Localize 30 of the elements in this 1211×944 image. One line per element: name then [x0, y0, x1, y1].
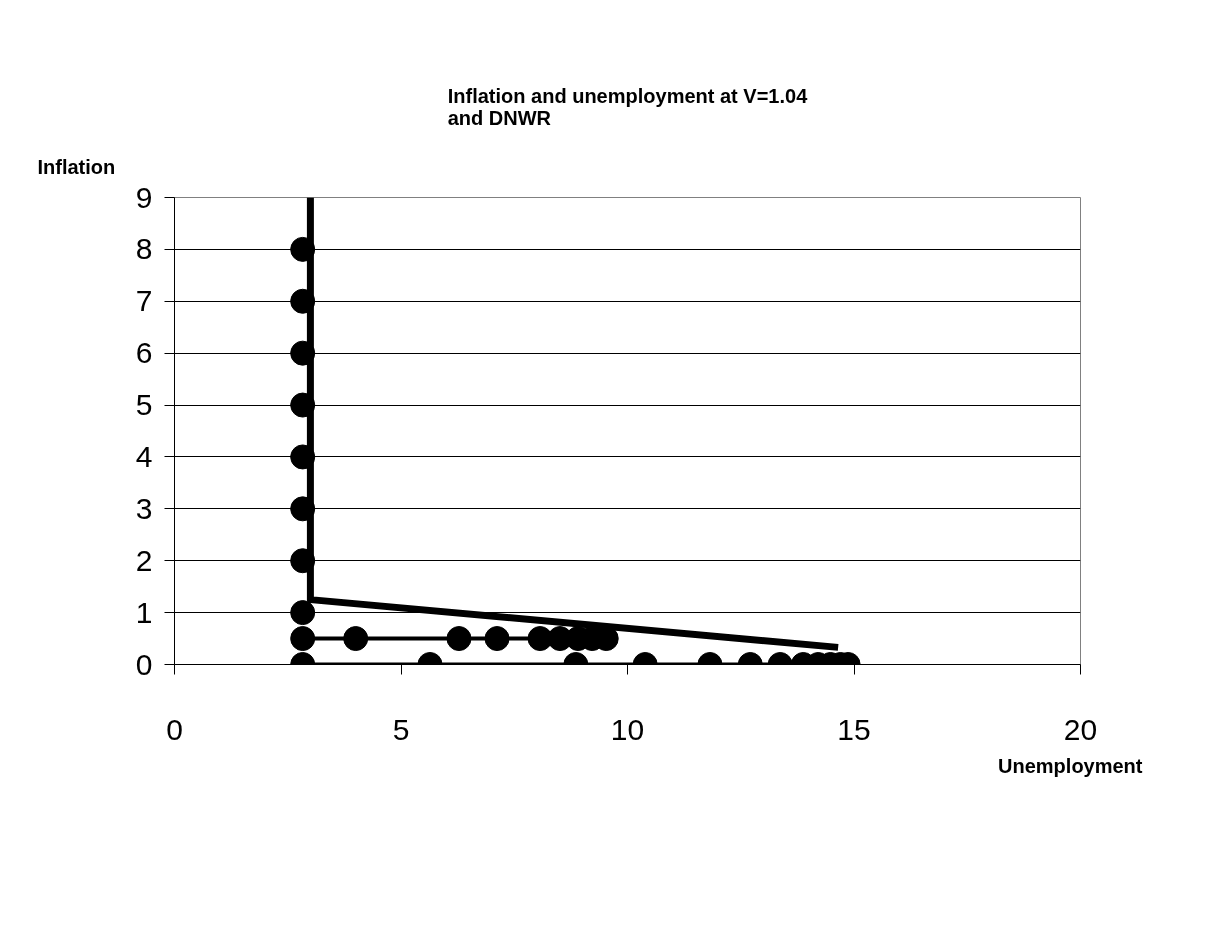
y-axis-title: Inflation — [37, 155, 116, 178]
y-tick-label: 9 — [135, 180, 153, 214]
x-axis-title: Unemployment — [998, 754, 1143, 777]
y-tick-label: 6 — [135, 336, 153, 370]
x-tick-label: 5 — [392, 712, 410, 746]
y-tick-label: 0 — [135, 647, 153, 681]
x-tick-label: 0 — [166, 712, 183, 746]
y-tick-label: 8 — [135, 232, 153, 266]
y-tick-label: 7 — [135, 284, 153, 318]
y-tick-label: 5 — [135, 388, 153, 422]
y-tick-label: 4 — [135, 439, 153, 473]
point — [290, 600, 316, 626]
point — [446, 626, 472, 652]
chart-title: Inflation and unemployment at V=1.04 and DNWR — [447, 84, 809, 129]
point — [290, 626, 316, 652]
point — [290, 288, 316, 314]
point — [484, 626, 510, 652]
point — [290, 444, 316, 470]
y-tick-label: 2 — [135, 543, 153, 577]
point — [290, 496, 316, 522]
point — [290, 548, 316, 574]
x-tick-label: 15 — [837, 712, 871, 746]
x-tick-label: 20 — [1063, 712, 1098, 746]
point — [290, 236, 316, 262]
point — [290, 392, 316, 418]
x-tick-label: 10 — [610, 712, 645, 746]
y-tick-label: 1 — [135, 595, 153, 629]
point — [290, 340, 316, 366]
point — [343, 626, 369, 652]
y-tick-label: 3 — [135, 491, 153, 525]
